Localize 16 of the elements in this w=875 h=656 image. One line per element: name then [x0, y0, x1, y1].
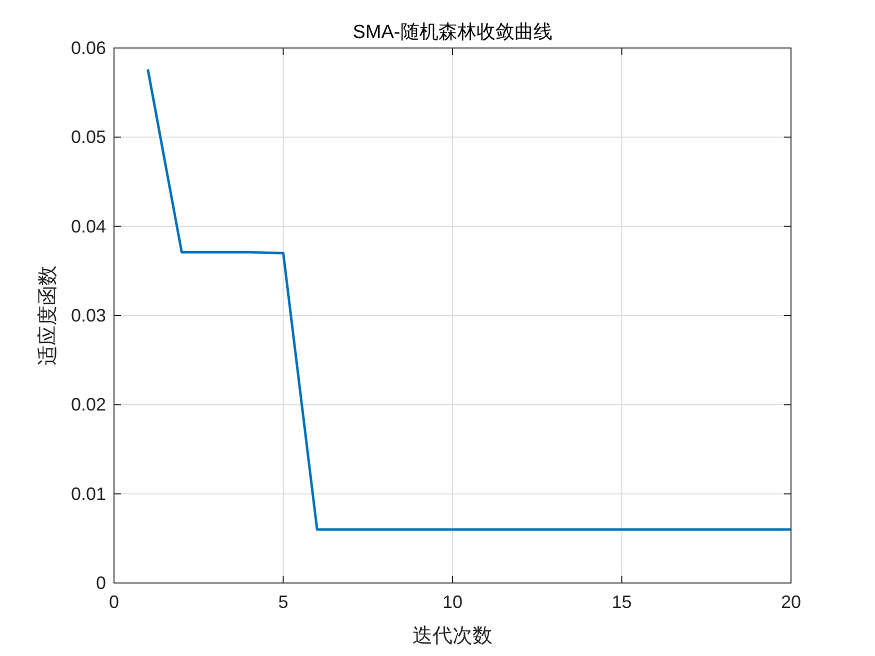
y-tick-label: 0.05 — [70, 127, 106, 148]
y-tick-label: 0 — [96, 573, 106, 593]
chart-title: SMA-随机森林收敛曲线 — [352, 22, 552, 43]
x-tick-label: 5 — [278, 592, 288, 612]
x-tick-label: 0 — [108, 592, 120, 612]
y-axis-title: 适应度函数 — [35, 266, 59, 366]
x-tick-label: 10 — [442, 592, 463, 612]
y-tick-label: 0.02 — [70, 394, 106, 415]
y-tick-label: 0.03 — [70, 306, 106, 326]
y-tick-label: 0.04 — [70, 216, 106, 236]
y-tick-label: 0.01 — [70, 484, 106, 504]
x-axis-title: 迭代次数 — [412, 623, 492, 647]
line-series — [146, 68, 792, 531]
y-tick-label: 0.06 — [70, 38, 106, 58]
x-tick-label: 15 — [612, 592, 632, 612]
x-tick-label: 20 — [780, 592, 802, 612]
